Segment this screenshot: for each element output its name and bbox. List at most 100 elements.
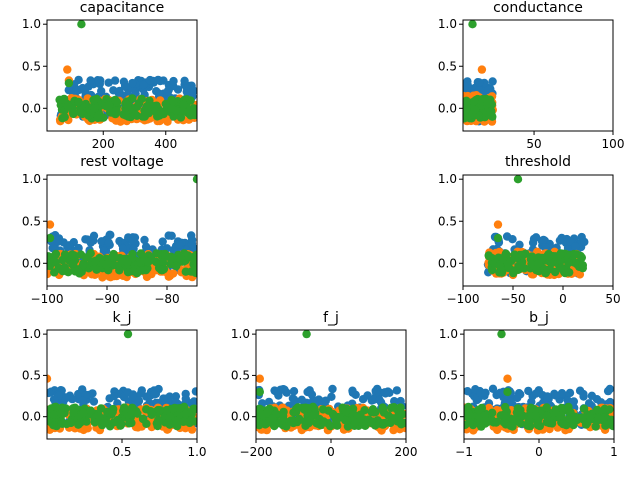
scatter-point <box>192 175 197 184</box>
scatter-point <box>516 419 525 428</box>
scatter-point <box>182 87 191 96</box>
scatter-point <box>566 408 575 417</box>
scatter-point <box>389 425 398 435</box>
scatter-point <box>464 411 471 421</box>
scatter-point <box>338 403 347 412</box>
scatter-point <box>142 419 151 428</box>
scatter-point <box>350 418 360 427</box>
y-tick-label: 1.0 <box>22 327 41 341</box>
scatter-point <box>312 419 321 428</box>
y-tick-label: 1.0 <box>438 172 457 186</box>
panel-capacitance: 0.0 0.5 1.0 200 400 capacitance <box>22 0 198 151</box>
scatter-point <box>155 89 164 98</box>
scatter-point <box>59 264 68 273</box>
scatter-point <box>187 235 197 245</box>
scatter-point <box>90 104 99 113</box>
x-tick-label: 50 <box>526 137 541 151</box>
scatter-point <box>465 418 474 427</box>
scatter-point <box>557 411 566 420</box>
scatter-point <box>127 418 136 428</box>
scatter-point <box>49 410 59 419</box>
scatter-point <box>123 330 133 339</box>
scatter-point <box>551 391 560 400</box>
scatter-point <box>302 330 311 339</box>
scatter-point <box>484 85 493 94</box>
scatter-point <box>128 94 137 103</box>
scatter-point <box>541 243 550 252</box>
scatter-point <box>605 405 614 414</box>
scatter-point <box>578 413 587 422</box>
scatter-point <box>360 406 369 415</box>
scatter-point <box>136 249 146 258</box>
scatter-point <box>169 76 178 86</box>
scatter-point <box>474 405 483 414</box>
scatter-point <box>120 81 130 91</box>
scatter-point <box>63 101 73 111</box>
scatter-point <box>270 420 280 430</box>
scatter-point <box>156 108 166 117</box>
series-3 <box>464 330 614 431</box>
scatter-point <box>63 242 72 252</box>
scatter-point <box>289 387 299 396</box>
axes-frame <box>46 329 198 440</box>
scatter-point <box>493 220 503 229</box>
scatter-point <box>543 417 553 426</box>
scatter-point <box>76 418 85 427</box>
scatter-point <box>172 416 181 426</box>
panel-title: conductance <box>493 0 583 16</box>
y-tick-label: 0.5 <box>438 59 457 73</box>
scatter-point <box>497 268 507 277</box>
scatter-point <box>303 404 313 413</box>
scatter-point <box>487 265 497 275</box>
scatter-point <box>282 422 291 431</box>
scatter-point <box>575 270 585 279</box>
scatter-point <box>128 237 138 246</box>
panel-title: rest voltage <box>80 154 164 170</box>
scatter-point <box>488 408 497 417</box>
scatter-point <box>180 76 189 86</box>
y-tick-label: 1.0 <box>231 327 250 341</box>
scatter-point <box>475 78 484 87</box>
scatter-point <box>128 78 137 88</box>
scatter-point <box>367 418 376 428</box>
panel-f-j: 0.0 0.5 1.0 −200 0 200 f_j <box>231 310 418 459</box>
panel-title: k_j <box>113 310 132 326</box>
scatter-point <box>463 96 471 105</box>
scatter-point <box>528 238 538 247</box>
scatter-point <box>157 265 166 275</box>
scatter-point <box>94 412 104 421</box>
scatter-point <box>388 414 397 423</box>
y-tick-label: 0.0 <box>438 101 457 115</box>
scatter-point <box>121 111 131 120</box>
scatter-point <box>396 403 405 412</box>
scatter-point <box>187 253 196 262</box>
scatter-point <box>569 249 578 259</box>
scatter-point <box>547 259 556 268</box>
scatter-point <box>80 86 89 95</box>
scatter-point <box>492 418 501 427</box>
scatter-point <box>565 268 574 277</box>
scatter-point <box>541 269 550 278</box>
scatter-point <box>123 101 132 110</box>
scatter-point <box>68 108 78 117</box>
scatter-point <box>533 420 542 430</box>
panel-title: f_j <box>323 310 339 326</box>
scatter-point <box>580 237 589 247</box>
x-tick-label: −200 <box>240 445 273 459</box>
scatter-point <box>74 97 83 107</box>
y-tick-label: 0.5 <box>439 368 458 382</box>
scatter-point <box>295 414 304 423</box>
scatter-point <box>61 394 70 403</box>
scatter-point <box>60 112 69 122</box>
scatter-point <box>142 102 152 111</box>
scatter-point <box>380 388 390 397</box>
axes-frame <box>462 174 614 287</box>
series-3 <box>47 175 197 278</box>
scatter-point <box>116 421 125 430</box>
scatter-point <box>68 394 77 404</box>
scatter-point <box>165 420 174 429</box>
scatter-point <box>175 404 184 413</box>
scatter-point <box>187 425 197 434</box>
scatter-point <box>513 393 522 403</box>
scatter-point <box>487 100 496 109</box>
